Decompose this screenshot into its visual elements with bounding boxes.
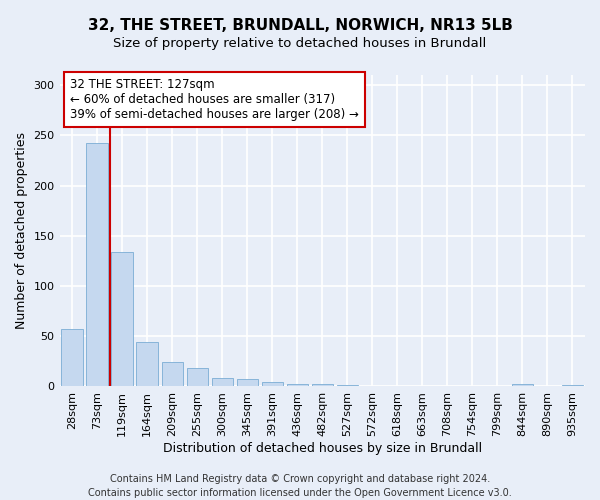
Bar	[161, 362, 183, 386]
Bar	[112, 252, 133, 386]
Bar	[86, 144, 108, 386]
Text: Contains HM Land Registry data © Crown copyright and database right 2024.
Contai: Contains HM Land Registry data © Crown c…	[88, 474, 512, 498]
Bar	[61, 329, 83, 386]
Bar	[287, 384, 308, 386]
Bar	[212, 378, 233, 386]
X-axis label: Distribution of detached houses by size in Brundall: Distribution of detached houses by size …	[163, 442, 482, 455]
Text: 32, THE STREET, BRUNDALL, NORWICH, NR13 5LB: 32, THE STREET, BRUNDALL, NORWICH, NR13 …	[88, 18, 512, 32]
Bar	[262, 382, 283, 386]
Bar	[136, 342, 158, 386]
Bar	[236, 380, 258, 386]
Bar	[512, 384, 533, 386]
Text: Size of property relative to detached houses in Brundall: Size of property relative to detached ho…	[113, 38, 487, 51]
Bar	[187, 368, 208, 386]
Bar	[311, 384, 333, 386]
Text: 32 THE STREET: 127sqm
← 60% of detached houses are smaller (317)
39% of semi-det: 32 THE STREET: 127sqm ← 60% of detached …	[70, 78, 359, 121]
Y-axis label: Number of detached properties: Number of detached properties	[15, 132, 28, 329]
